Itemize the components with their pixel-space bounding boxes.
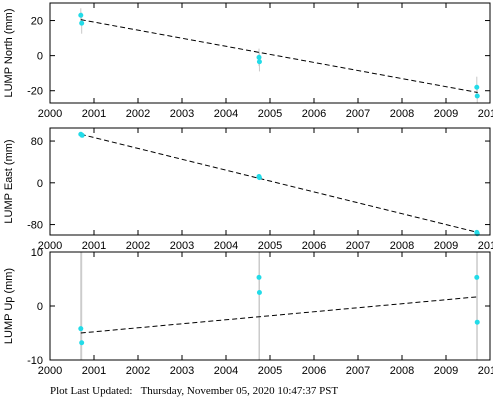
north-xtick-label-2002: 2002 — [126, 108, 150, 120]
east-data-point-1 — [79, 132, 85, 138]
up-data-point-5 — [474, 319, 480, 325]
east-data-point-3 — [256, 175, 262, 181]
east-ytick-label-0: 0 — [37, 178, 43, 190]
up-xtick-label-2007: 2007 — [346, 365, 370, 377]
north-xtick-label-2000: 2000 — [38, 108, 62, 120]
north-xtick-label-2003: 2003 — [170, 108, 194, 120]
east-ylabel: LUMP East (mm) — [3, 139, 15, 223]
north-ylabel: LUMP North (mm) — [3, 8, 15, 97]
up-ylabel: LUMP Up (mm) — [3, 268, 15, 344]
east-xtick-label-2002: 2002 — [126, 240, 150, 252]
east-xtick-label-2007: 2007 — [346, 240, 370, 252]
up-xtick-label-2006: 2006 — [302, 365, 326, 377]
north-xtick-label-2004: 2004 — [214, 108, 238, 120]
east-ytick-label-80: 80 — [31, 136, 43, 148]
north-data-point-1 — [79, 20, 85, 26]
north-xtick-label-2007: 2007 — [346, 108, 370, 120]
north-xtick-label-2001: 2001 — [82, 108, 106, 120]
north-xtick-label-2008: 2008 — [390, 108, 414, 120]
east-xtick-label-2000: 2000 — [38, 240, 62, 252]
east-xtick-label-2001: 2001 — [82, 240, 106, 252]
up-xtick-label-2003: 2003 — [170, 365, 194, 377]
up-data-point-1 — [79, 340, 85, 346]
up-xtick-label-2004: 2004 — [214, 365, 238, 377]
footer-label: Plot Last Updated: — [50, 385, 133, 397]
east-xtick-label-2006: 2006 — [302, 240, 326, 252]
up-xtick-label-2009: 2009 — [434, 365, 458, 377]
footer-timestamp: Thursday, November 05, 2020 10:47:37 PST — [140, 385, 339, 397]
up-data-point-4 — [474, 274, 480, 280]
east-xtick-label-2008: 2008 — [390, 240, 414, 252]
up-ytick-label-10: 10 — [31, 247, 43, 259]
east-ytick-label--80: -80 — [27, 220, 43, 232]
up-plot-frame — [49, 251, 491, 361]
up-xtick-label-2000: 2000 — [38, 365, 62, 377]
north-xtick-label-2005: 2005 — [258, 108, 282, 120]
north-trend-line — [80, 19, 478, 93]
north-ytick-label-0: 0 — [37, 51, 43, 63]
up-data-point-0 — [78, 326, 84, 332]
up-ytick-label-0: 0 — [37, 301, 43, 313]
north-xtick-label-2009: 2009 — [434, 108, 458, 120]
east-xtick-label-2004: 2004 — [214, 240, 238, 252]
north-plot-frame — [49, 2, 491, 104]
plot-updated-footer: Plot Last Updated: Thursday, November 05… — [50, 385, 338, 397]
north-xtick-label-2006: 2006 — [302, 108, 326, 120]
north-data-point-3 — [256, 59, 262, 65]
up-data-point-2 — [256, 274, 262, 280]
north-data-point-5 — [474, 93, 480, 99]
east-trend-line — [80, 133, 478, 233]
up-data-point-3 — [256, 290, 262, 295]
up-trend-line — [80, 296, 478, 334]
up-ytick-label--10: -10 — [27, 355, 43, 367]
east-xtick-label-2003: 2003 — [170, 240, 194, 252]
up-xtick-label-2005: 2005 — [258, 365, 282, 377]
east-xtick-label-2009: 2009 — [434, 240, 458, 252]
up-xtick-label-2008: 2008 — [390, 365, 414, 377]
north-ytick-label--20: -20 — [27, 86, 43, 98]
north-data-point-0 — [78, 12, 84, 18]
north-data-point-2 — [256, 54, 262, 60]
up-xtick-label-2001: 2001 — [82, 365, 106, 377]
east-xtick-label-2005: 2005 — [258, 240, 282, 252]
north-data-point-4 — [474, 84, 480, 90]
north-ytick-label-20: 20 — [31, 16, 43, 28]
up-xtick-label-2002: 2002 — [126, 365, 150, 377]
